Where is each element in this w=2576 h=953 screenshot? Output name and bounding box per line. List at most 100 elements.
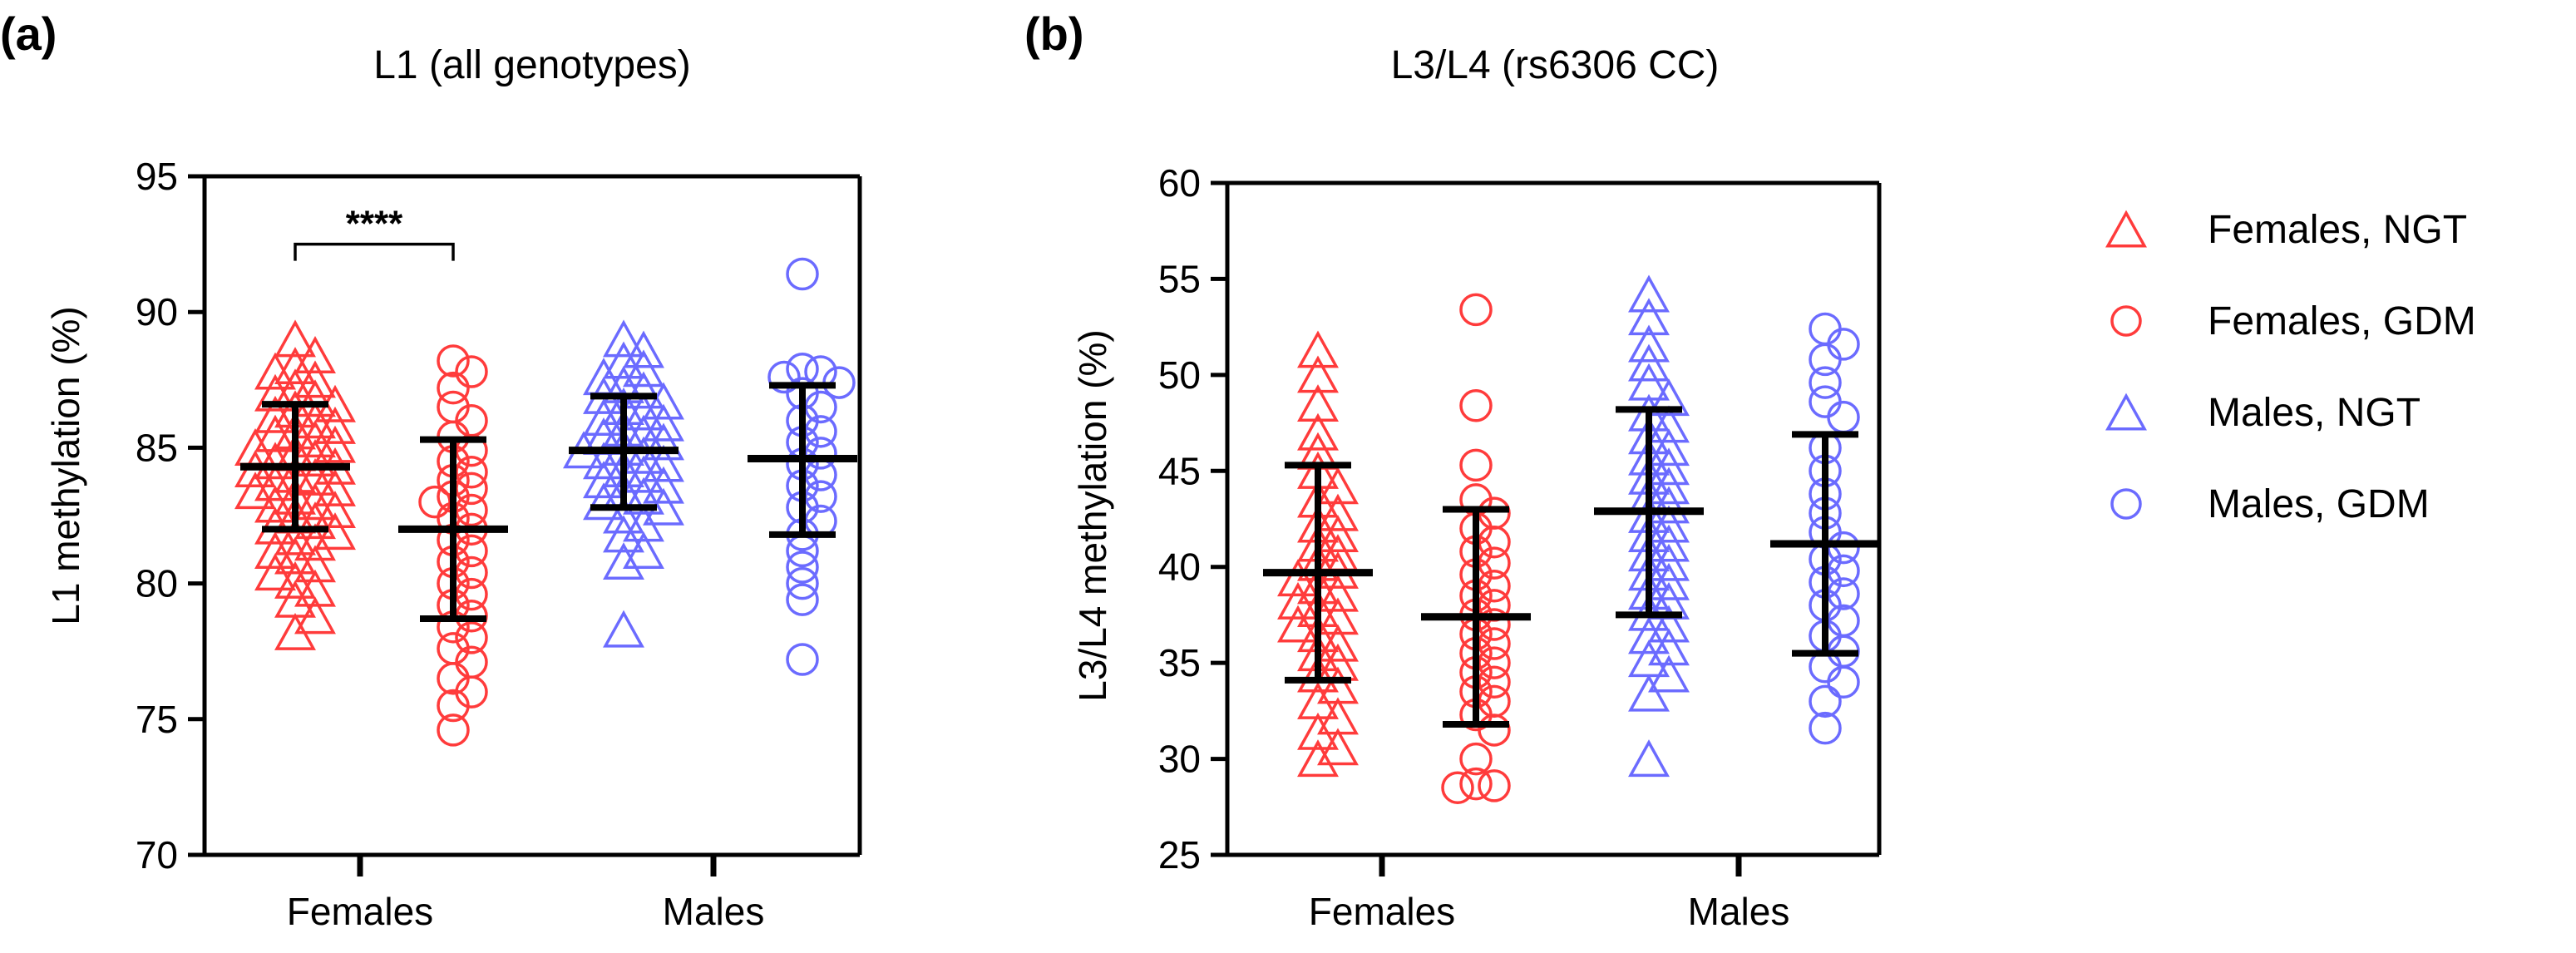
summary-males-ngt: [569, 393, 679, 511]
y-tick-label: 35: [1158, 641, 1201, 684]
data-point: [1809, 366, 1842, 399]
data-point: [314, 491, 356, 529]
legend-label-females-ngt: Females, NGT: [2208, 208, 2467, 252]
data-point: [314, 406, 356, 444]
y-tick-label: 30: [1158, 738, 1201, 781]
data-point: [1459, 742, 1493, 776]
data-point: [274, 536, 316, 575]
panel-a-y-ticks: 70 75 80 85 90 95: [136, 155, 205, 876]
panel-a-title: L1 (all genotypes): [373, 43, 691, 87]
data-point: [254, 442, 296, 480]
legend-marker-males-gdm: [2110, 488, 2142, 520]
y-tick-label: 55: [1158, 257, 1201, 300]
data-point: [1317, 515, 1359, 553]
data-point: [643, 444, 684, 482]
data-point: [623, 477, 664, 515]
series-males-gdm: [1809, 312, 1860, 745]
y-tick-label: 75: [136, 698, 178, 741]
data-point: [1459, 293, 1493, 327]
panel-a-points: [234, 257, 856, 747]
data-point: [1478, 714, 1511, 747]
data-point: [294, 596, 336, 635]
data-point: [603, 515, 644, 553]
panel-a-significance: ****: [294, 204, 455, 261]
y-tick-label: 25: [1158, 833, 1201, 876]
data-point: [623, 436, 664, 474]
data-point: [1478, 769, 1511, 802]
data-point: [294, 569, 336, 607]
data-point: [603, 341, 644, 379]
data-point: [254, 531, 296, 569]
data-point: [1648, 505, 1690, 543]
data-point: [623, 455, 664, 493]
data-point: [583, 461, 624, 499]
data-point: [1628, 739, 1670, 778]
significance-bracket: [294, 242, 455, 261]
panel-a-x-tick-label-females: Females: [287, 890, 433, 933]
data-point: [1297, 384, 1339, 422]
data-point: [1809, 684, 1842, 718]
data-point: [623, 504, 664, 542]
summary-females-gdm: [1421, 506, 1531, 728]
data-point: [254, 373, 296, 412]
data-point: [455, 621, 488, 654]
data-point: [1317, 597, 1359, 635]
panel-a-x-tick-label-males: Males: [663, 890, 765, 933]
data-point: [1809, 312, 1842, 346]
panel-b-y-ticks: 25 30 35 40 45 50 55 60: [1158, 161, 1227, 876]
data-point: [294, 501, 336, 540]
data-point: [1827, 400, 1860, 434]
data-point: [583, 482, 624, 521]
data-point: [1297, 739, 1339, 778]
panel-a-significance-stars: ****: [346, 204, 403, 244]
data-point: [623, 330, 664, 368]
data-point: [1809, 711, 1842, 745]
data-point: [1648, 654, 1690, 693]
data-point: [1628, 674, 1670, 712]
data-point: [1628, 274, 1670, 313]
data-point: [786, 643, 819, 676]
y-tick-label: 70: [136, 833, 178, 876]
y-tick-label: 90: [136, 290, 178, 333]
data-point: [294, 545, 336, 583]
data-point: [583, 442, 624, 480]
data-point: [1277, 559, 1319, 597]
data-point: [1809, 385, 1842, 418]
data-point: [1277, 581, 1319, 620]
data-point: [294, 482, 336, 521]
panel-b-x-ticks: Females Males: [1309, 855, 1790, 933]
legend-label-females-gdm: Females, GDM: [2208, 299, 2476, 343]
data-point: [1628, 298, 1670, 336]
data-point: [1648, 378, 1690, 417]
data-point: [1317, 728, 1359, 766]
data-point: [583, 398, 624, 437]
data-point: [786, 551, 819, 584]
summary-females-ngt: [1263, 462, 1373, 684]
y-tick-label: 80: [136, 562, 178, 605]
summary-males-gdm: [1770, 431, 1880, 657]
panel-b-x-tick-label-males: Males: [1688, 890, 1790, 933]
panel-a-x-ticks: Females Males: [287, 855, 765, 933]
data-point: [1827, 665, 1860, 699]
data-point: [455, 355, 488, 388]
data-point: [623, 349, 664, 388]
data-point: [1648, 524, 1690, 562]
series-males-ngt: [1628, 274, 1690, 778]
data-point: [1297, 412, 1339, 451]
panel-b-y-axis-label: L3/L4 methylation (%): [1071, 329, 1114, 701]
data-point: [767, 360, 801, 394]
y-tick-label: 85: [136, 426, 178, 469]
panel-a-label: (a): [0, 7, 57, 60]
data-point: [418, 485, 452, 519]
data-point: [1648, 628, 1690, 666]
data-point: [1827, 328, 1860, 361]
data-point: [274, 560, 316, 599]
data-point: [437, 689, 470, 723]
data-point: [274, 612, 316, 650]
data-point: [437, 714, 470, 747]
panel-a-y-axis-label: L1 methylation (%): [44, 306, 87, 625]
data-point: [437, 344, 470, 378]
panel-b-axes: [1225, 180, 1882, 857]
panel-b-title: L3/L4 (rs6306 CC): [1391, 43, 1720, 87]
summary-females-gdm: [398, 436, 508, 623]
